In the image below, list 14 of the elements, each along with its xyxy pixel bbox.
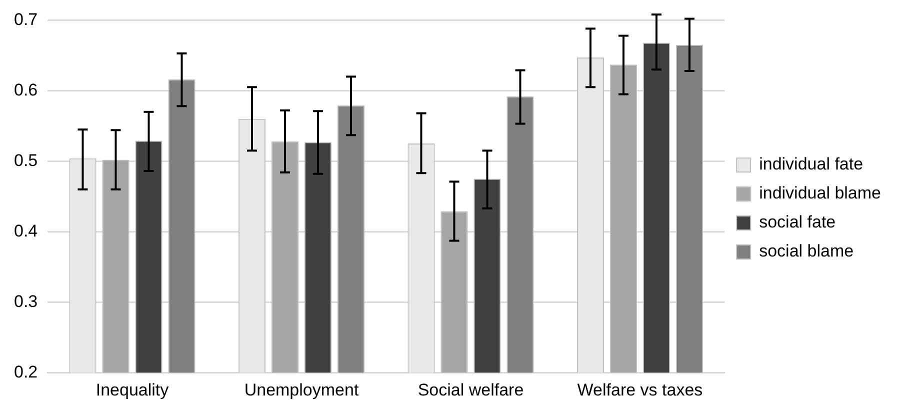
y-tick-label: 0.5 (14, 150, 38, 170)
legend-label: social fate (759, 212, 836, 232)
x-tick-label: Unemployment (244, 380, 359, 400)
y-tick-label: 0.6 (14, 80, 38, 100)
legend-label: social blame (759, 242, 854, 261)
y-tick-label: 0.2 (14, 362, 38, 382)
x-tick-label: Inequality (96, 380, 170, 400)
x-tick-label: Social welfare (418, 380, 524, 400)
y-tick-label: 0.3 (14, 292, 38, 311)
y-tick-label: 0.7 (14, 10, 38, 29)
legend-label: individual blame (759, 184, 881, 203)
x-tick-label: Welfare vs taxes (577, 380, 703, 400)
legend-label: individual fate (759, 154, 864, 174)
y-tick-label: 0.4 (14, 221, 38, 240)
